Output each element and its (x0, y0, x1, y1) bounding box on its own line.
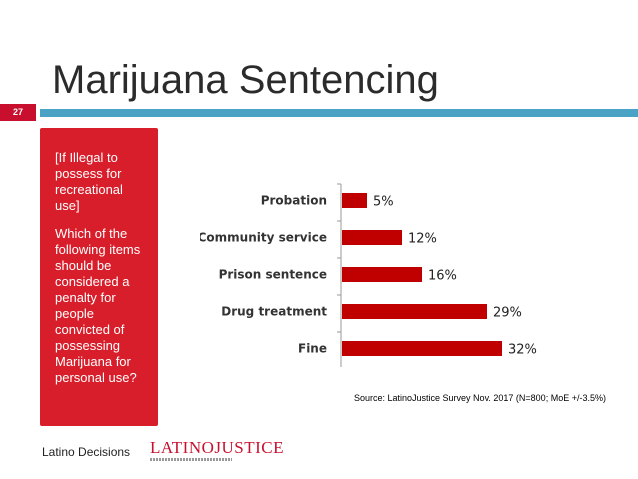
value-label: 16% (428, 269, 457, 284)
latino-justice-logo-text: LATINOJUSTICE (150, 438, 284, 457)
bar-probation (342, 193, 367, 208)
value-label: 32% (508, 343, 537, 358)
bar-chart: Probation 5% Community service 12% Prison se… (200, 183, 537, 367)
bar-community-service (342, 230, 402, 245)
latino-justice-tagline (150, 458, 232, 461)
bar-fine (342, 341, 502, 356)
value-label: 5% (373, 195, 394, 210)
category-label: Probation (261, 194, 327, 208)
latino-justice-logo: LATINOJUSTICE (150, 438, 284, 461)
question-text: Which of the following items should be c… (55, 226, 141, 385)
latino-decisions-logo-text: Latino Decisions (42, 445, 131, 459)
question-box: [If Illegal to possess for recreational … (40, 128, 158, 426)
category-label: Community service (200, 231, 327, 245)
category-label: Prison sentence (219, 268, 327, 282)
value-label: 29% (493, 306, 522, 321)
category-label: Fine (298, 342, 327, 356)
category-label: Drug treatment (221, 305, 327, 319)
slide-title: Marijuana Sentencing (52, 58, 439, 102)
bar-prison-sentence (342, 267, 422, 282)
value-label: 12% (408, 232, 437, 247)
slide-number: 27 (0, 104, 36, 121)
bar-drug-treatment (342, 304, 487, 319)
source-note: Source: LatinoJustice Survey Nov. 2017 (… (354, 393, 606, 403)
latino-decisions-logo: Latino Decisions (42, 445, 130, 459)
question-condition: [If Illegal to possess for recreational … (55, 150, 123, 213)
title-divider (40, 109, 638, 117)
